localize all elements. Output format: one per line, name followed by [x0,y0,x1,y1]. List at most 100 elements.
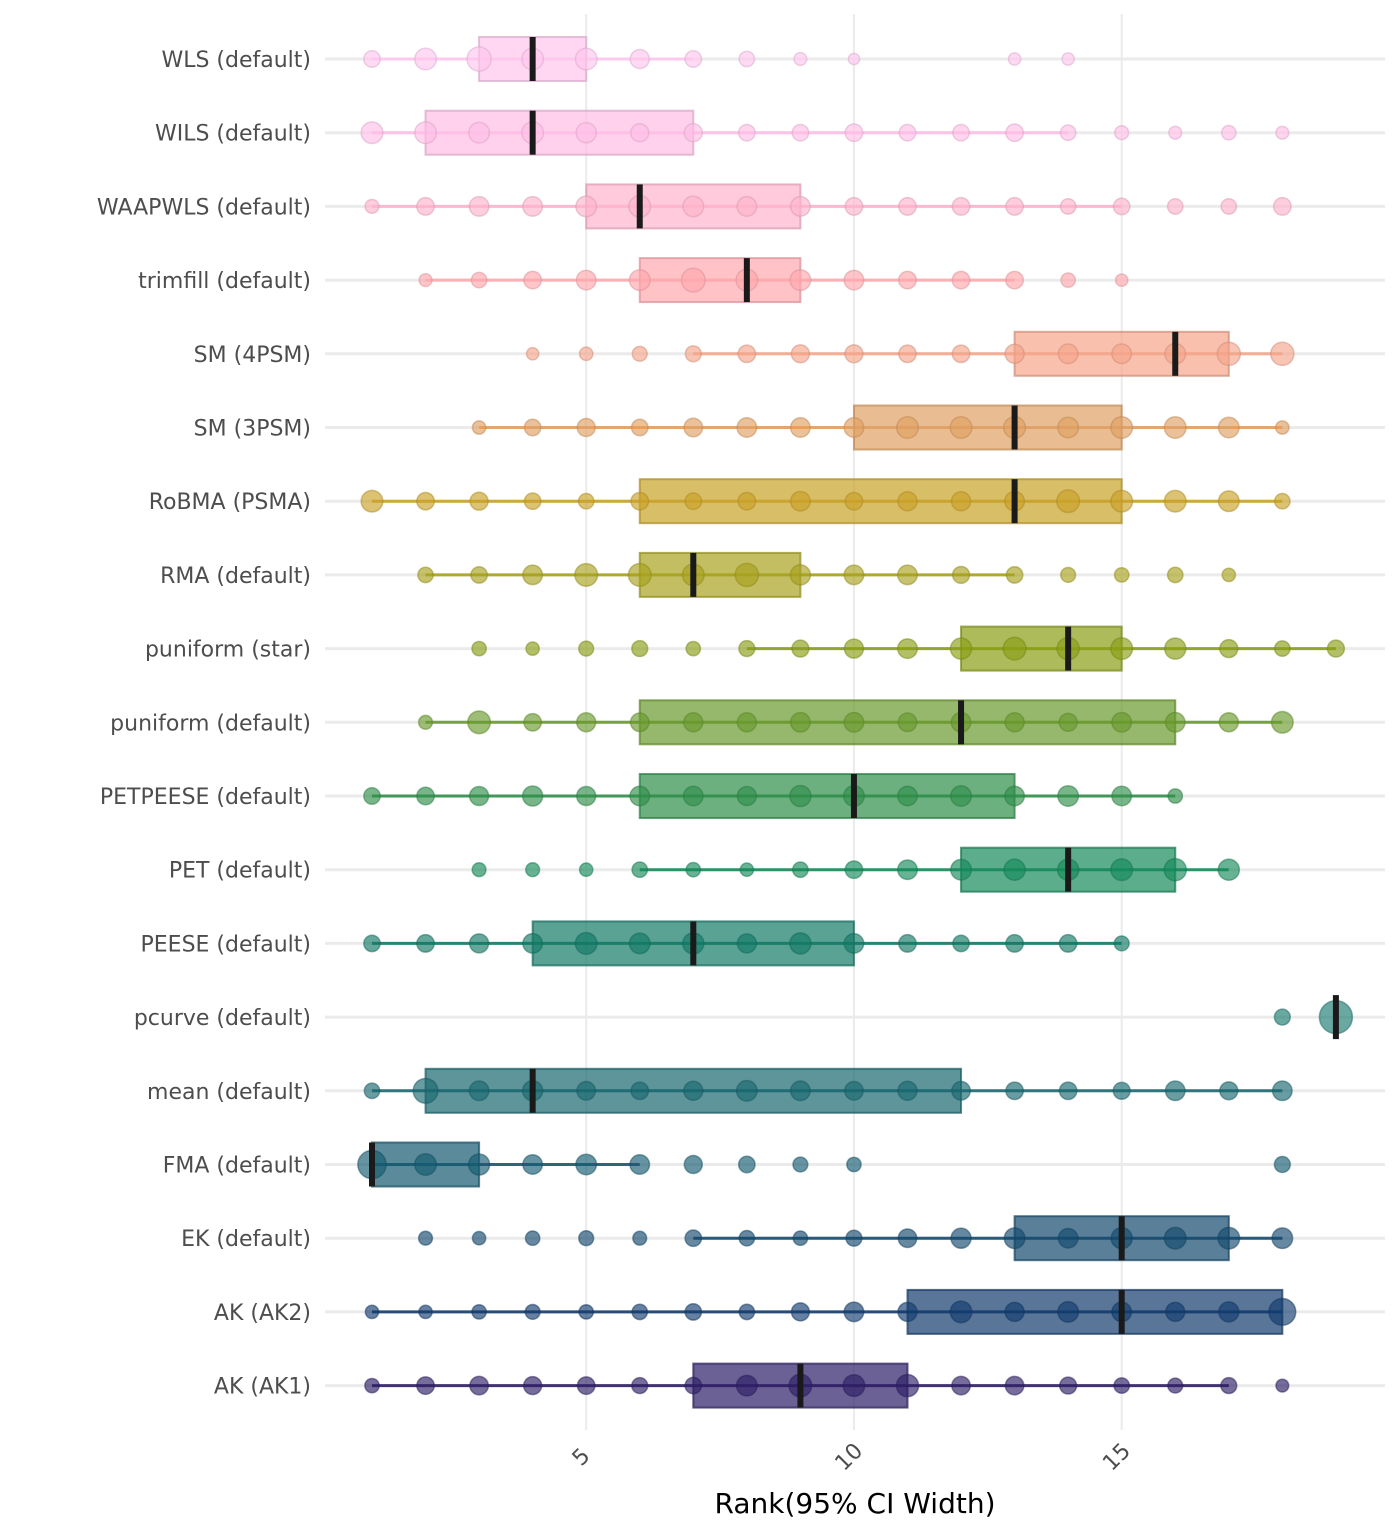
rank-point [578,1303,595,1320]
rank-point [469,491,489,511]
rank-point [843,416,865,439]
rank-point [1163,637,1187,660]
rank-point [1219,638,1239,659]
rank-point [949,637,973,660]
rank-point [1271,1080,1293,1102]
rank-point [575,121,597,144]
rank-point [1004,1301,1025,1323]
rank-point [951,344,971,364]
rank-point [843,638,865,659]
rank-point [575,785,597,807]
rank-point [1059,566,1077,584]
rank-point [471,640,488,657]
median-marker [529,37,536,81]
rank-point [630,1081,650,1101]
rank-point [629,785,651,807]
rank-point [522,564,544,586]
rank-point [1168,125,1183,140]
rank-point [629,48,650,70]
y-axis-label: AK (AK2) [214,1301,311,1326]
rank-point [576,417,596,438]
rank-point [789,195,811,217]
rank-point [1113,566,1130,583]
x-axis-title: Rank(95% CI Width) [715,1487,996,1520]
rank-point [521,785,544,807]
rank-point [578,1230,595,1247]
rank-point [682,785,704,807]
rank-point [577,492,595,510]
rows-layer [357,36,1354,1409]
rank-point [739,862,755,878]
iqr-box [424,109,695,156]
rank-point [1217,1226,1241,1250]
rank-point [522,1153,544,1176]
rank-point [897,1080,918,1102]
rank-point [1163,489,1187,513]
median-marker [850,774,857,818]
y-axis-label: pcurve (default) [134,1006,311,1031]
rank-point [737,491,757,511]
rank-point [684,1229,703,1248]
method-row [1273,995,1354,1040]
rank-point [632,1230,648,1246]
rank-point [952,934,970,953]
rank-point [844,123,864,143]
rank-point [683,122,704,143]
method-row [364,1288,1297,1335]
rank-point [1164,711,1186,733]
rank-point [847,52,861,66]
rank-point [684,1376,703,1395]
rank-point [630,491,650,511]
rank-point [631,861,649,879]
method-row [417,551,1237,598]
rank-point [843,564,865,586]
median-marker [1011,479,1018,524]
rank-point [844,491,864,511]
rank-point [576,1376,596,1396]
rank-point [1004,1375,1025,1396]
rank-point [578,862,594,878]
median-marker [529,110,536,155]
iqr-box [960,625,1123,672]
rank-point [1057,1227,1079,1249]
rank-point [685,861,702,878]
rank-point [522,932,544,954]
rank-point [1057,343,1079,365]
rank-point [467,710,492,735]
rank-point [1056,489,1081,514]
rank-point [1003,1227,1026,1250]
rank-point [363,50,381,68]
rank-point [471,1303,488,1320]
rank-point [844,344,864,364]
rank-point [417,1230,434,1246]
rank-point [574,931,598,955]
rank-point [1217,858,1241,881]
rank-point [1113,935,1130,952]
rank-point [1164,1080,1186,1102]
rank-point [468,785,490,807]
rank-point [1111,711,1133,733]
rank-point [363,1082,381,1100]
median-marker [1065,626,1072,671]
median-marker [1011,405,1018,450]
rank-point [790,1302,811,1322]
iqr-box [638,478,1123,525]
rank-point [1060,272,1077,289]
rank-point [736,712,758,733]
y-axis-label: WLS (default) [161,48,311,73]
rank-point [1165,1301,1186,1323]
rank-point [789,784,812,808]
rank-point [844,196,864,216]
y-axis-label: FMA (default) [163,1154,311,1179]
rank-point [789,269,812,292]
rank-point [1005,1081,1025,1101]
rank-point [842,1374,866,1398]
rank-point [631,1376,649,1395]
rank-point [843,711,865,733]
rank-point [1163,415,1187,440]
median-marker [690,552,697,597]
rank-point [1221,567,1237,583]
rank-point [792,1230,809,1247]
rank-point [734,562,760,588]
